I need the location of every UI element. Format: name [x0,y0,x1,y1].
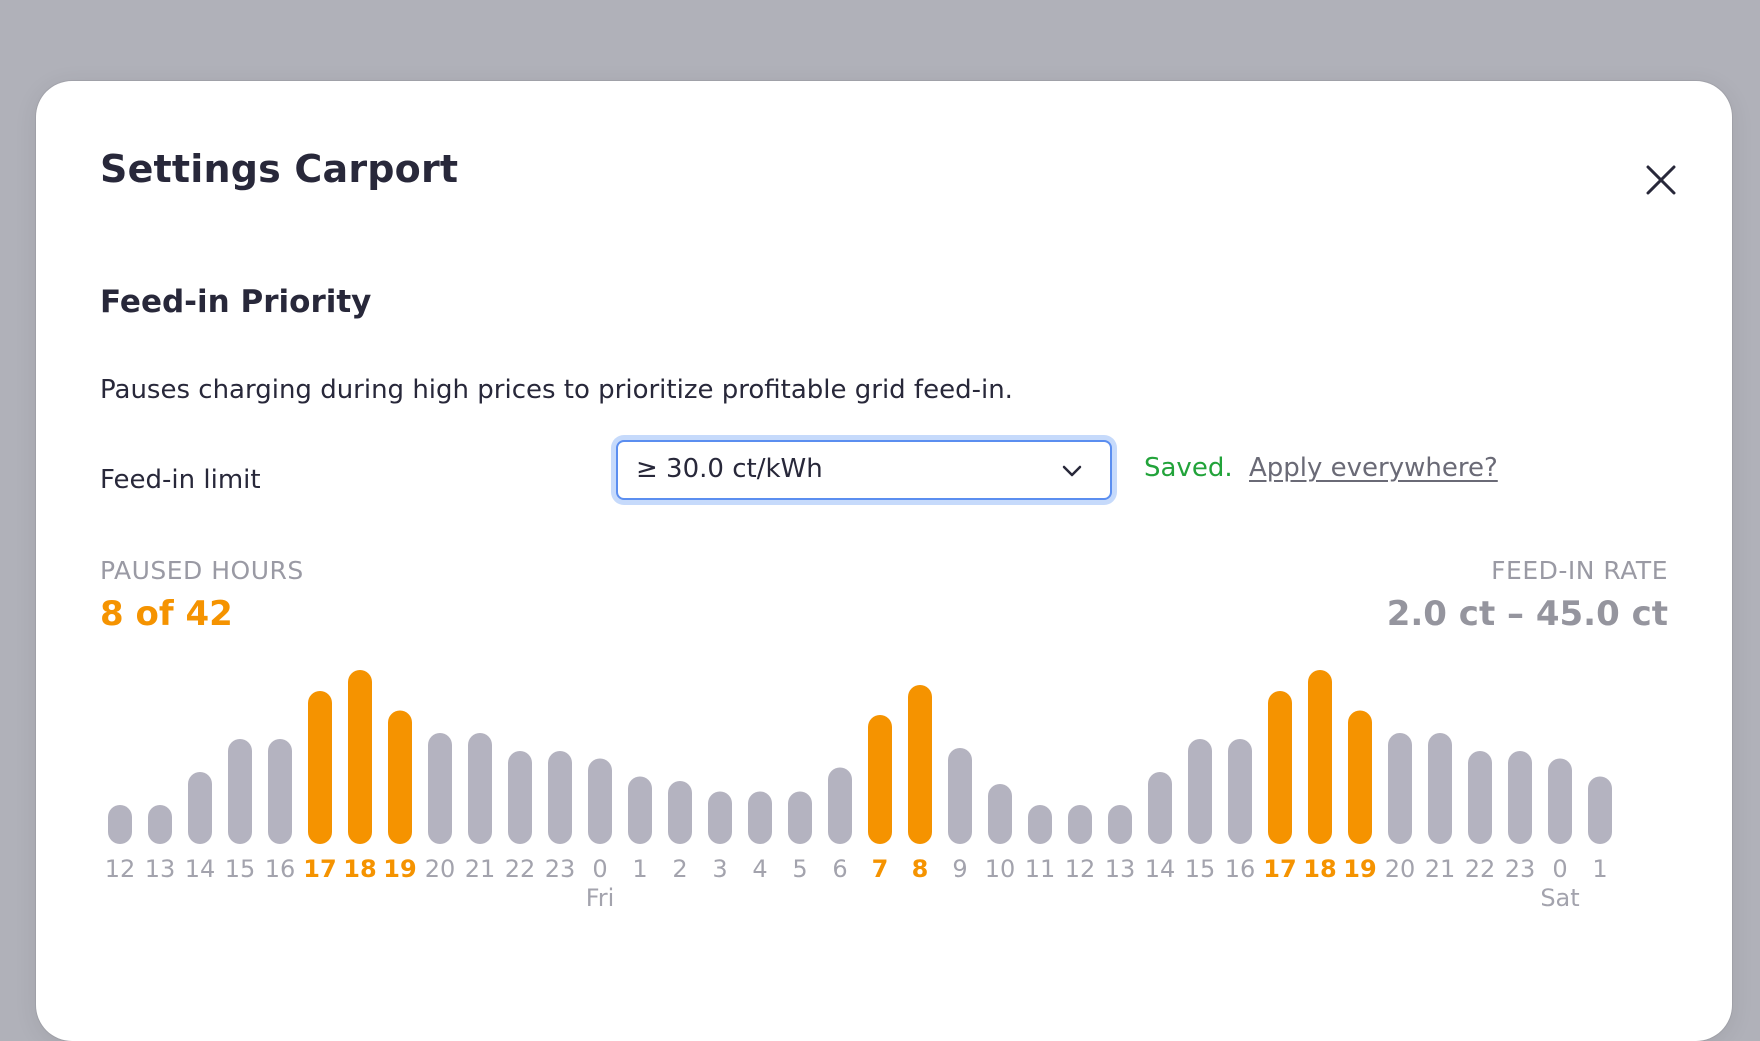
hour-tick-label: 22 [1465,855,1496,883]
section-title-feed-in-priority: Feed-in Priority [100,284,372,320]
chart-bar [348,670,372,844]
chart-bar [1108,805,1132,844]
hour-tick-label: 16 [1225,855,1256,883]
chart-bar [1428,733,1452,844]
hour-tick-label: 11 [1025,855,1056,883]
hour-tick-label: 0 [592,855,607,883]
hour-tick-label: 17 [303,855,336,883]
feed-in-limit-select[interactable]: ≥ 30.0 ct/kWh [616,440,1112,500]
hour-tick-label: 20 [1385,855,1416,883]
chart-bar [748,791,772,844]
hour-tick-label: 5 [792,855,807,883]
hour-tick-label: 21 [465,855,496,883]
hour-tick-label: 10 [985,855,1016,883]
settings-dialog: Settings Carport Feed-in Priority Pauses… [36,81,1732,1041]
chart-bar [188,772,212,844]
hour-tick-label: 13 [1105,855,1136,883]
chart-bar [1148,772,1172,844]
hour-tick-label: 15 [1185,855,1216,883]
chart-bar [1028,805,1052,844]
hour-tick-label: 13 [145,855,176,883]
day-marker-label: Sat [1540,884,1579,912]
dialog-title: Settings Carport [100,147,459,191]
chart-bar [108,805,132,844]
chart-bar [828,767,852,844]
chart-bar [1588,776,1612,844]
close-button[interactable] [1632,151,1688,207]
hour-tick-label: 19 [1343,855,1376,883]
section-description: Pauses charging during high prices to pr… [100,375,1013,405]
paused-hours-label: PAUSED HOURS [100,556,304,585]
hour-tick-label: 1 [632,855,647,883]
chart-bar [868,715,892,844]
chart-bar [988,784,1012,844]
chart-bar [708,791,732,844]
hour-tick-label: 23 [545,855,576,883]
apply-everywhere-link[interactable]: Apply everywhere? [1249,453,1498,483]
chart-bar [508,751,532,844]
hour-tick-label: 15 [225,855,256,883]
chart-bar [908,685,932,844]
chart-bar [148,805,172,844]
feed-in-limit-label: Feed-in limit [100,465,261,495]
hour-tick-label: 20 [425,855,456,883]
hour-tick-label: 21 [1425,855,1456,883]
chevron-down-icon [1062,465,1082,477]
hour-tick-label: 19 [383,855,416,883]
chart-bar [1348,710,1372,844]
hour-tick-label: 12 [1065,855,1096,883]
chart-bar [668,781,692,844]
chart-bar [1548,758,1572,844]
chart-bar [788,791,812,844]
feed-in-rate-value: 2.0 ct – 45.0 ct [1386,594,1668,634]
hour-tick-label: 14 [185,855,216,883]
hour-tick-label: 1 [1592,855,1607,883]
feed-in-rate-label: FEED-IN RATE [1491,556,1668,585]
chart-bar [228,739,252,844]
hour-tick-label: 2 [672,855,687,883]
day-marker-label: Fri [586,884,615,912]
hour-tick-label: 14 [1145,855,1176,883]
hour-tick-label: 23 [1505,855,1536,883]
chart-bar [588,758,612,844]
chart-bar [268,739,292,844]
close-icon [1646,165,1676,195]
hour-tick-label: 17 [1263,855,1296,883]
chart-bar [948,748,972,844]
chart-bar [1308,670,1332,844]
chart-bar [1468,751,1492,844]
paused-hours-value: 8 of 42 [100,594,233,634]
hourly-price-chart-svg: 12 13 14 15 16 17 18 19 20 21 22 23 0 1 2 3 4 5 6 7 8 9 10 11 12… [105,670,1612,912]
hour-tick-label: 16 [265,855,296,883]
feed-in-limit-value: ≥ 30.0 ct/kWh [636,454,823,484]
chart-bar [548,751,572,844]
chart-bar [428,733,452,844]
hour-tick-label: 18 [1303,855,1336,883]
chart-bar [1508,751,1532,844]
chart-bar [308,691,332,844]
chart-bar [388,710,412,844]
hour-tick-label: 7 [872,855,889,883]
hour-tick-label: 8 [912,855,929,883]
hour-tick-label: 0 [1552,855,1567,883]
chart-bar [468,733,492,844]
hour-tick-label: 9 [952,855,967,883]
chart-bar [1388,733,1412,844]
hour-tick-label: 6 [832,855,847,883]
hour-tick-label: 22 [505,855,536,883]
chart-bar [1188,739,1212,844]
chart-bar [1068,805,1092,844]
chart-bar [628,776,652,844]
chart-bar [1228,739,1252,844]
hour-tick-label: 4 [752,855,767,883]
chart-bar [1268,691,1292,844]
hour-tick-label: 18 [343,855,376,883]
saved-status: Saved. [1144,453,1233,483]
hour-tick-label: 12 [105,855,136,883]
hourly-price-chart: 12 13 14 15 16 17 18 19 20 21 22 23 0 1 2 3 4 5 6 7 8 9 10 11 12… [36,81,1732,985]
hour-tick-label: 3 [712,855,727,883]
